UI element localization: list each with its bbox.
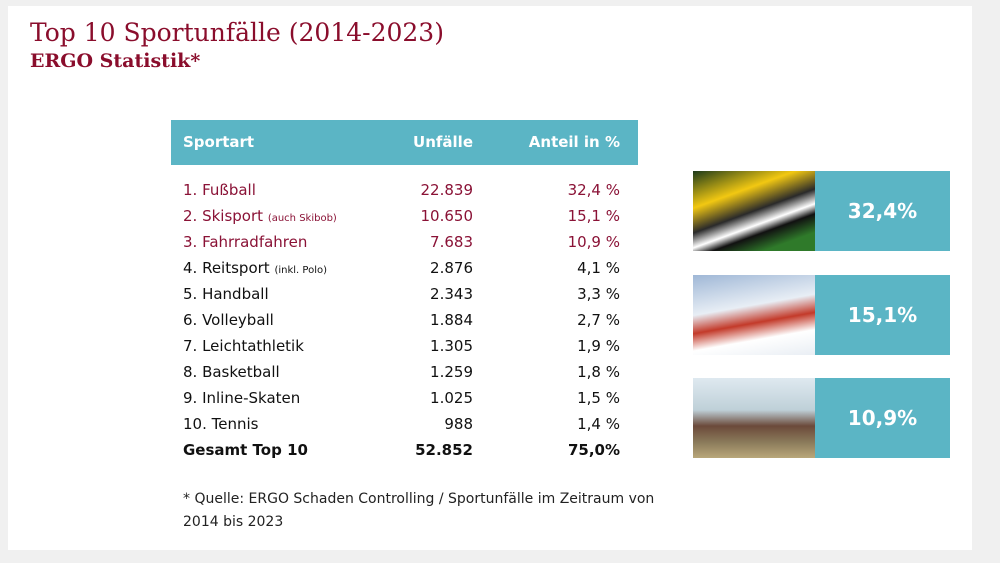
sport-cell: 4. Reitsport (inkl. Polo)	[183, 259, 327, 277]
sport-cell: 5. Handball	[183, 285, 269, 303]
page-subtitle: ERGO Statistik*	[30, 50, 201, 72]
count-cell: 7.683	[430, 233, 473, 251]
cycling-photo	[693, 378, 815, 458]
share-cell: 3,3 %	[577, 285, 620, 303]
total-count: 52.852	[415, 441, 473, 459]
share-cell: 1,5 %	[577, 389, 620, 407]
sport-name: 9. Inline-Skaten	[183, 389, 301, 407]
count-cell: 1.305	[430, 337, 473, 355]
sport-name: 1. Fußball	[183, 181, 256, 199]
table-header: Sportart Unfälle Anteil in %	[171, 120, 638, 165]
share-cell: 1,8 %	[577, 363, 620, 381]
count-cell: 1.884	[430, 311, 473, 329]
header-sportart: Sportart	[183, 133, 255, 151]
count-cell: 22.839	[420, 181, 474, 199]
share-cell: 4,1 %	[577, 259, 620, 277]
share-cell: 1,4 %	[577, 415, 620, 433]
sport-name: 4. Reitsport	[183, 259, 270, 277]
header-anteil: Anteil in %	[528, 133, 620, 151]
sport-note: (auch Skibob)	[267, 213, 337, 224]
sport-cell: 1. Fußball	[183, 181, 256, 199]
sport-cell: 7. Leichtathletik	[183, 337, 304, 355]
highlight-cycling: 10,9%	[815, 378, 950, 458]
sport-name: 5. Handball	[183, 285, 269, 303]
table-row: 7. Leichtathletik 1.305 1,9 %	[171, 334, 638, 360]
sport-note: (inkl. Polo)	[274, 265, 327, 276]
header-unfaelle: Unfälle	[413, 133, 473, 151]
table-row: 2. Skisport (auch Skibob) 10.650 15,1 %	[171, 204, 638, 230]
highlight-skiing: 15,1%	[815, 275, 950, 355]
table-row: 9. Inline-Skaten 1.025 1,5 %	[171, 386, 638, 412]
total-row: Gesamt Top 10 52.852 75,0%	[171, 438, 638, 464]
count-cell: 10.650	[420, 207, 474, 225]
count-cell: 988	[444, 415, 473, 433]
footnote: * Quelle: ERGO Schaden Controlling / Spo…	[183, 491, 655, 530]
sport-name: 7. Leichtathletik	[183, 337, 304, 355]
table-row: 5. Handball 2.343 3,3 %	[171, 282, 638, 308]
sport-name: 6. Volleyball	[183, 311, 274, 329]
share-cell: 1,9 %	[577, 337, 620, 355]
share-cell: 10,9 %	[567, 233, 620, 251]
sport-cell: 9. Inline-Skaten	[183, 389, 300, 407]
table-row: 6. Volleyball 1.884 2,7 %	[171, 308, 638, 334]
sport-cell: 8. Basketball	[183, 363, 280, 381]
share-cell: 15,1 %	[567, 207, 620, 225]
share-cell: 2,7 %	[577, 311, 620, 329]
sport-name: 10. Tennis	[183, 415, 259, 433]
sport-name: 8. Basketball	[183, 363, 280, 381]
table-row: 1. Fußball 22.839 32,4 %	[171, 178, 638, 204]
skiing-photo	[693, 275, 815, 355]
sport-cell: 3. Fahrradfahren	[183, 233, 307, 251]
sport-cell: 6. Volleyball	[183, 311, 274, 329]
count-cell: 1.259	[430, 363, 473, 381]
sport-cell: 10. Tennis	[183, 415, 258, 433]
share-cell: 32,4 %	[567, 181, 620, 199]
football-photo	[693, 171, 815, 251]
total-label: Gesamt Top 10	[183, 441, 308, 459]
page-title: Top 10 Sportunfälle (2014-2023)	[30, 18, 444, 47]
table-row: 3. Fahrradfahren 7.683 10,9 %	[171, 230, 638, 256]
table-row: 8. Basketball 1.259 1,8 %	[171, 360, 638, 386]
sport-name: 2. Skisport	[183, 207, 264, 225]
count-cell: 1.025	[430, 389, 473, 407]
sport-name: 3. Fahrradfahren	[183, 233, 308, 251]
highlight-football: 32,4%	[815, 171, 950, 251]
sport-cell: 2. Skisport (auch Skibob)	[183, 207, 337, 225]
count-cell: 2.876	[430, 259, 473, 277]
table-row: 4. Reitsport (inkl. Polo) 2.876 4,1 %	[171, 256, 638, 282]
count-cell: 2.343	[430, 285, 473, 303]
total-share: 75,0%	[567, 441, 620, 459]
table-row: 10. Tennis 988 1,4 %	[171, 412, 638, 438]
